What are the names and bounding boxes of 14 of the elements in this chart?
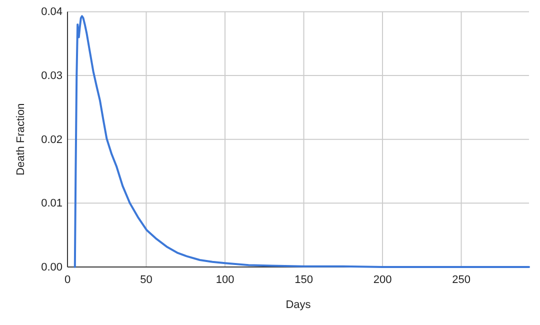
x-tick-label: 100 — [216, 274, 234, 286]
x-tick-label: 150 — [294, 274, 313, 286]
x-tick-label: 200 — [373, 274, 392, 286]
x-tick-label: 50 — [140, 274, 152, 286]
y-tick-label: 0.03 — [41, 70, 62, 82]
y-tick-label: 0.01 — [41, 198, 62, 210]
y-tick-label: 0.04 — [41, 6, 62, 18]
x-axis-title: Days — [286, 299, 312, 311]
x-tick-label: 0 — [64, 274, 71, 286]
x-tick-label: 250 — [452, 274, 470, 286]
y-tick-label: 0.02 — [41, 134, 62, 146]
line-series — [74, 15, 530, 268]
y-tick-label: 0.00 — [41, 262, 62, 274]
y-axis-title: Death Fraction — [15, 103, 27, 176]
